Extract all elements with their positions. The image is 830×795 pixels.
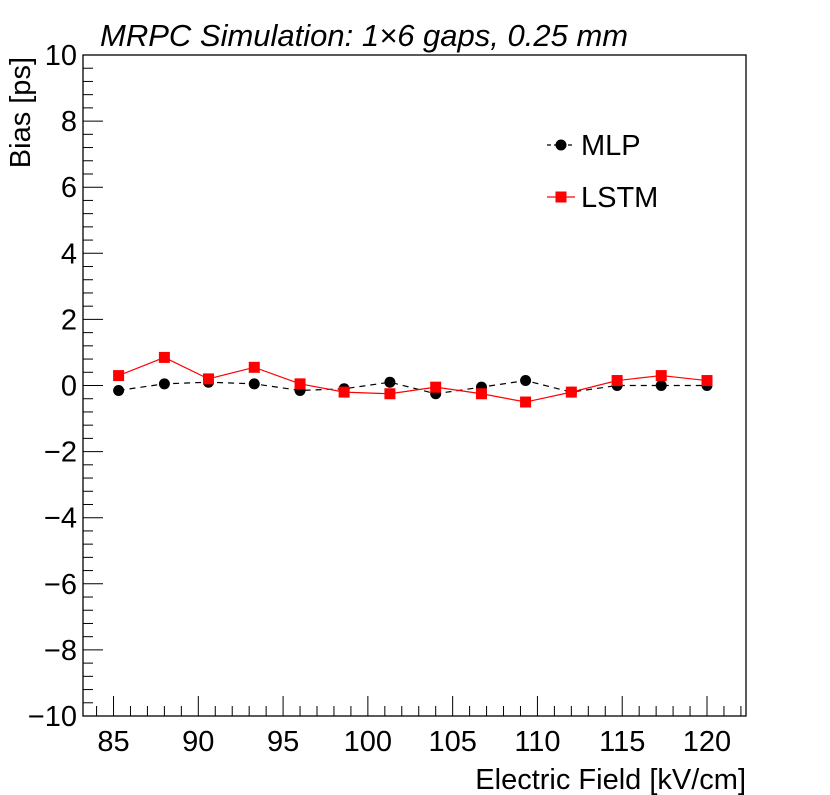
lstm-point — [701, 375, 713, 387]
x-axis-label: Electric Field [kV/cm] — [475, 764, 746, 795]
y-tick-label: −8 — [44, 635, 77, 667]
y-tick-label: 4 — [61, 238, 77, 270]
legend: MLP LSTM — [547, 130, 658, 214]
mlp-line — [118, 379, 707, 395]
lstm-point — [384, 388, 396, 400]
lstm-point — [294, 378, 306, 390]
x-tick-label: 110 — [514, 726, 560, 758]
lstm-point — [202, 373, 214, 385]
x-tick-label: 85 — [97, 726, 129, 758]
lstm-line — [118, 356, 708, 403]
y-tick-label: −10 — [28, 701, 77, 733]
lstm-point — [113, 370, 125, 382]
legend-mlp-marker — [555, 139, 567, 151]
lstm-point — [520, 396, 532, 408]
y-tick-label: 8 — [61, 106, 77, 138]
y-tick-label: −4 — [44, 503, 77, 535]
lstm-point — [611, 375, 623, 387]
x-tick-label: 105 — [428, 726, 476, 758]
lstm-point — [158, 351, 170, 363]
y-tick-label: 10 — [45, 40, 77, 72]
x-tick-label: 90 — [182, 726, 214, 758]
x-tick-label: 120 — [683, 726, 731, 758]
lstm-point — [248, 361, 260, 373]
mlp-point — [158, 378, 170, 390]
series-layer — [113, 351, 713, 408]
legend-mlp-label: MLP — [581, 130, 641, 162]
y-axis-label: Bias [ps] — [5, 57, 37, 168]
x-axis: 85 90 95 100 105 110 115 120 — [96, 696, 742, 758]
lstm-point — [430, 381, 442, 393]
mlp-point — [248, 378, 260, 390]
mlp-point — [113, 384, 125, 396]
y-tick-label: 0 — [61, 371, 77, 403]
lstm-point — [338, 386, 350, 398]
x-tick-label: 95 — [267, 726, 299, 758]
mlp-point — [655, 380, 667, 391]
y-tick-label: −6 — [44, 569, 77, 601]
mlp-point — [384, 376, 396, 388]
x-tick-label: 100 — [344, 726, 392, 758]
legend-lstm-label: LSTM — [581, 182, 658, 214]
y-axis: −10 −8 −6 −4 −2 0 2 4 6 8 10 — [28, 40, 103, 733]
chart-title: MRPC Simulation: 1×6 gaps, 0.25 mm — [100, 18, 628, 53]
lstm-point — [475, 388, 487, 400]
y-tick-label: 2 — [61, 304, 77, 336]
lstm-point — [565, 386, 577, 398]
legend-lstm-marker — [555, 191, 567, 203]
x-tick-label: 115 — [599, 726, 645, 758]
lstm-point — [655, 370, 667, 382]
y-tick-label: 6 — [61, 172, 77, 204]
y-tick-label: −2 — [44, 437, 77, 469]
mlp-point — [520, 375, 532, 387]
